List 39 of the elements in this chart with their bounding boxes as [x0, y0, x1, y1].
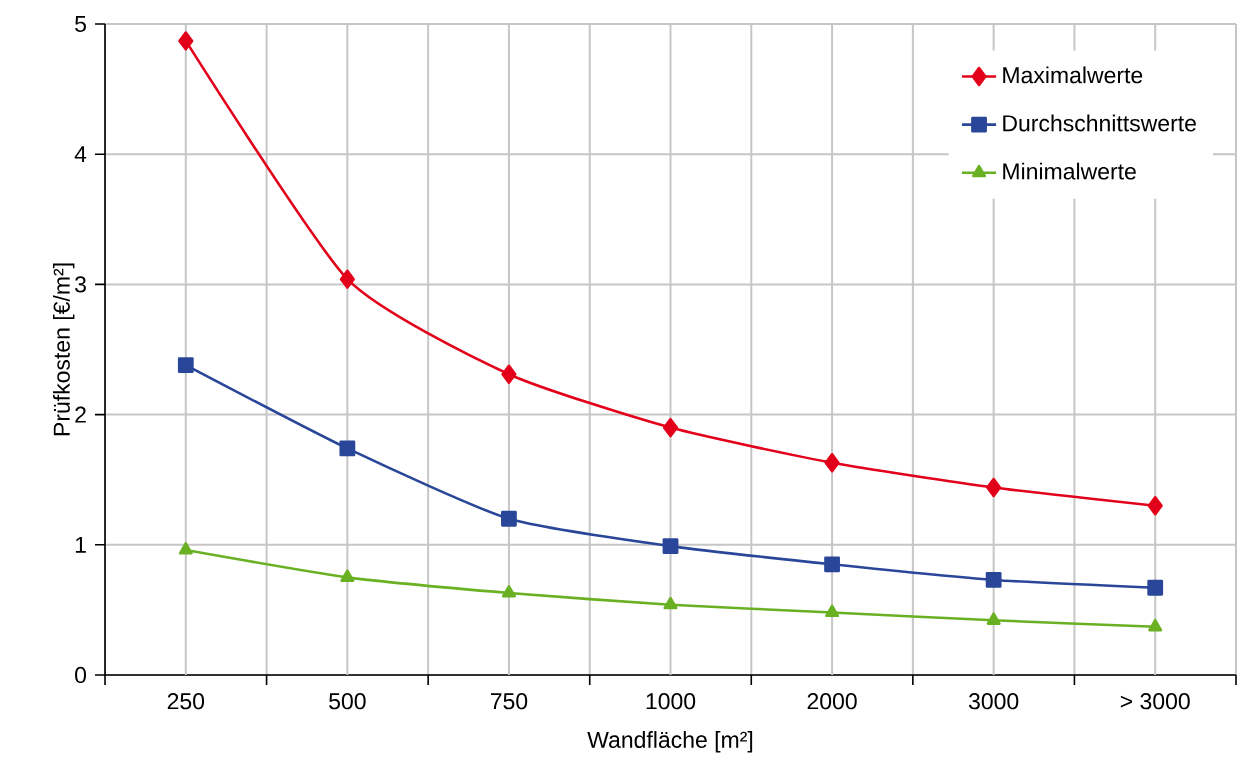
x-axis-title: Wandfläche [m²] [587, 731, 753, 753]
point [177, 357, 194, 374]
y-axis-title: Prüfkosten [€/m²] [52, 263, 75, 436]
y-tick-label: 2 [75, 406, 86, 423]
point [178, 31, 194, 51]
point [339, 269, 355, 289]
point [1147, 496, 1163, 516]
point [178, 542, 193, 555]
y-tick-label: 3 [75, 276, 86, 293]
legend-label: Minimalwerte [1003, 162, 1136, 180]
point [824, 556, 840, 573]
point [340, 569, 355, 582]
point [501, 510, 517, 527]
legend-label: Durchschnittswerte [1003, 114, 1196, 132]
point [501, 585, 516, 598]
point [825, 604, 840, 618]
y-tick-label: 0 [75, 666, 87, 684]
x-tick-label: 2000 [807, 693, 857, 710]
point [662, 417, 679, 438]
point [663, 596, 678, 610]
point [662, 538, 679, 554]
point [339, 440, 356, 457]
y-tick-label: 5 [75, 15, 86, 33]
x-tick-label: 1000 [646, 693, 696, 710]
x-tick-label: 750 [490, 693, 528, 710]
x-tick-label: > 3000 [1120, 693, 1190, 710]
point [501, 364, 517, 384]
x-tick-label: 500 [329, 693, 366, 710]
point [1148, 618, 1163, 632]
point [986, 477, 1002, 498]
y-tick-label: 1 [75, 536, 86, 553]
point [986, 612, 1001, 625]
point [1147, 579, 1164, 596]
point [985, 572, 1002, 588]
point [824, 453, 840, 473]
legend-label: Maximalwerte [1003, 66, 1143, 84]
x-tick-label: 3000 [968, 693, 1019, 710]
y-tick-label: 4 [74, 146, 87, 163]
x-tick-label: 250 [167, 693, 205, 710]
